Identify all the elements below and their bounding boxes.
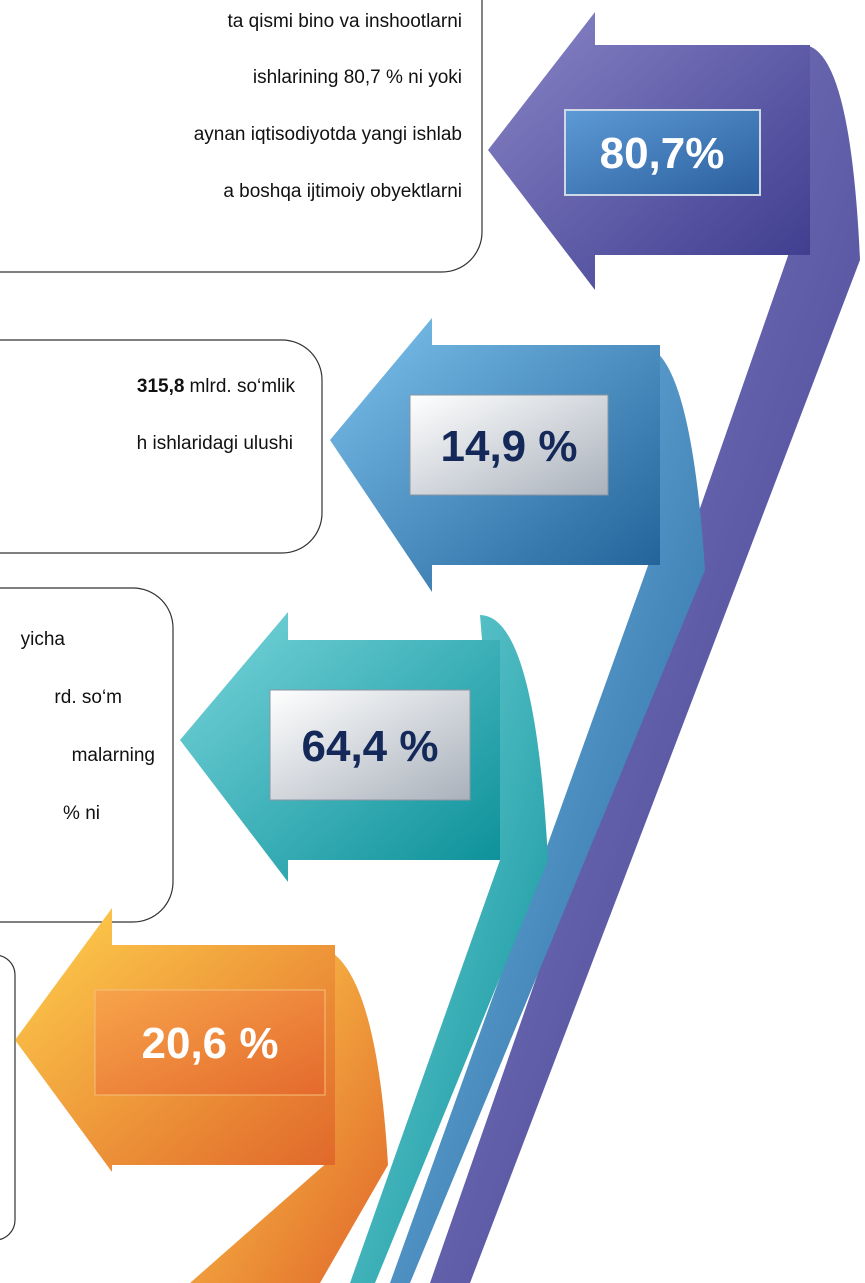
ribbon — [430, 44, 860, 1283]
box-text: ishlarining 80,7 % ni yoki — [253, 67, 462, 88]
arrow-label-box — [269, 689, 471, 801]
ribbon — [390, 345, 705, 1283]
text-box — [0, 0, 483, 273]
box-text: mlrd. so‘mlik — [189, 376, 295, 397]
arrow-label-box — [94, 989, 326, 1096]
box-text: yicha — [21, 629, 66, 650]
box-text: malarning — [72, 745, 155, 766]
box-text: rd. so‘m — [54, 687, 122, 708]
box-text: h ishlaridagi ulushi — [137, 433, 293, 454]
ribbon — [190, 945, 388, 1283]
text-box — [0, 587, 174, 923]
box-text: % ni — [63, 803, 100, 824]
text-box — [0, 339, 323, 554]
box-text: 315,8 mlrd. so‘mlik — [137, 376, 296, 397]
arrow-label-box — [409, 394, 609, 496]
box-text: aynan iqtisodiyotda yangi ishlab — [194, 124, 462, 145]
box-text: ta qismi bino va inshootlarni — [228, 11, 462, 32]
arrow-label: 64,4 % — [302, 722, 439, 771]
arrow-label: 80,7% — [600, 129, 725, 178]
arrow-label-box — [564, 109, 761, 196]
bold-number: 315,8 — [137, 376, 185, 397]
text-box — [0, 955, 16, 1240]
arrow-label: 14,9 % — [441, 422, 578, 471]
box-text: a boshqa ijtimoiy obyektlarni — [223, 181, 462, 202]
arrow-label: 20,6 % — [142, 1019, 279, 1068]
